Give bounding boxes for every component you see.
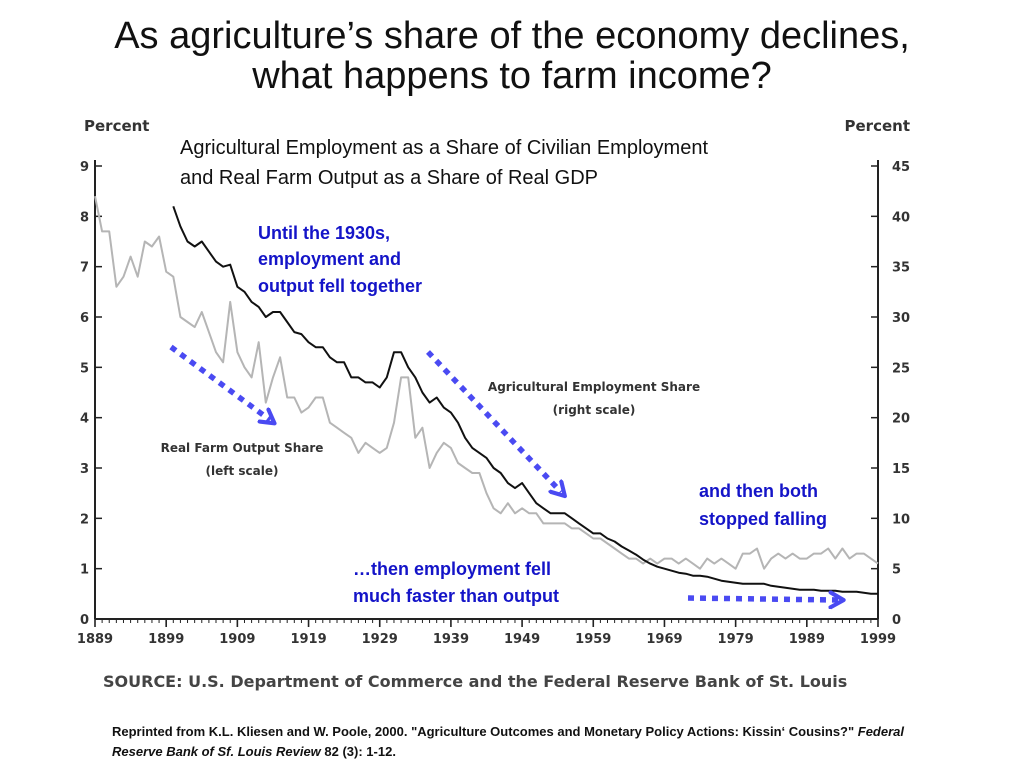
annotation-together-line-2: employment and (258, 249, 401, 269)
x-axis-tick-label: 1919 (290, 632, 326, 647)
slide-title-line-2: what happens to farm income? (252, 55, 772, 97)
chart-title-line-1: Agricultural Employment as a Share of Ci… (180, 137, 708, 159)
left-axis-tick-label: 7 (80, 261, 89, 276)
output-series-label: Real Farm Output Share (161, 441, 324, 455)
citation-journal: Federal Reserve Bank of Sf. Louis Review (112, 724, 905, 759)
left-axis-tick-label: 0 (80, 613, 89, 628)
x-axis-tick-label: 1899 (148, 632, 184, 647)
slide-title: As agriculture’s share of the economy de… (0, 16, 1024, 96)
citation-text: Reprinted from K.L. Kliesen and W. Poole… (112, 724, 858, 739)
annotation-together: Until the 1930s, employment and output f… (258, 223, 422, 296)
left-axis-tick-label: 6 (80, 311, 89, 326)
x-axis-tick-label: 1959 (575, 632, 611, 647)
x-axis-tick-label: 1949 (504, 632, 540, 647)
left-axis-tick-label: 9 (80, 160, 89, 175)
x-axis-tick-label: 1889 (77, 632, 113, 647)
citation-footnote: Reprinted from K.L. Kliesen and W. Poole… (112, 722, 912, 762)
x-axis-tick-label: 1939 (433, 632, 469, 647)
left-axis-tick-label: 2 (80, 512, 89, 527)
left-axis-tick-label: 3 (80, 462, 89, 477)
right-axis-tick-label: 35 (892, 261, 910, 276)
source-note: SOURCE: U.S. Department of Commerce and … (103, 672, 848, 691)
slide-title-line-1: As agriculture’s share of the economy de… (114, 15, 910, 57)
emp-series-scale: (right scale) (553, 403, 636, 417)
annotation-diverge-line-2: much faster than output (353, 586, 559, 606)
right-axis-label: Percent (845, 117, 910, 135)
output-series-scale: (left scale) (206, 464, 279, 478)
right-axis-tick-label: 5 (892, 563, 901, 578)
arrow-down-left (169, 344, 270, 420)
series-line-farm-output (94, 196, 879, 570)
annotation-together-line-1: Until the 1930s, (258, 223, 390, 243)
right-axis-tick-label: 15 (892, 462, 910, 477)
chart: Percent Percent Agricultural Employment … (77, 117, 910, 647)
emp-series-label: Agricultural Employment Share (488, 380, 700, 394)
right-axis-tick-label: 30 (892, 311, 910, 326)
chart-title-line-2: and Real Farm Output as a Share of Real … (180, 167, 598, 189)
series-line-ag-employment (172, 205, 878, 595)
right-axis-tick-label: 25 (892, 361, 910, 376)
annotation-diverge-line-1: …then employment fell (353, 559, 551, 579)
right-axis-tick-label: 45 (892, 160, 910, 175)
right-axis-tick-label: 40 (892, 210, 910, 225)
annotation-diverge: …then employment fell much faster than o… (353, 559, 559, 606)
right-axis-tick-label: 20 (892, 412, 910, 427)
x-axis-tick-label: 1909 (219, 632, 255, 647)
annotation-stopped-line-2: stopped falling (699, 509, 827, 529)
annotation-together-line-3: output fell together (258, 276, 422, 296)
citation-volume: 82 (3): 1-12. (320, 744, 396, 759)
left-axis-tick-label: 4 (80, 412, 89, 427)
left-axis-tick-label: 5 (80, 361, 89, 376)
arrow-down-middle (426, 350, 561, 492)
annotation-stopped: and then both stopped falling (699, 481, 827, 529)
annotation-stopped-line-1: and then both (699, 481, 818, 501)
x-axis-tick-label: 1979 (718, 632, 754, 647)
x-axis-tick-label: 1969 (646, 632, 682, 647)
x-axis-tick-label: 1929 (362, 632, 398, 647)
x-axis-tick-label: 1999 (860, 632, 896, 647)
left-axis-label: Percent (84, 117, 149, 135)
right-axis-tick-label: 10 (892, 512, 910, 527)
left-axis-tick-label: 8 (80, 210, 89, 225)
right-axis-tick-label: 0 (892, 613, 901, 628)
left-axis-tick-label: 1 (80, 563, 89, 578)
arrow-right (687, 598, 838, 600)
x-axis-tick-label: 1989 (789, 632, 825, 647)
